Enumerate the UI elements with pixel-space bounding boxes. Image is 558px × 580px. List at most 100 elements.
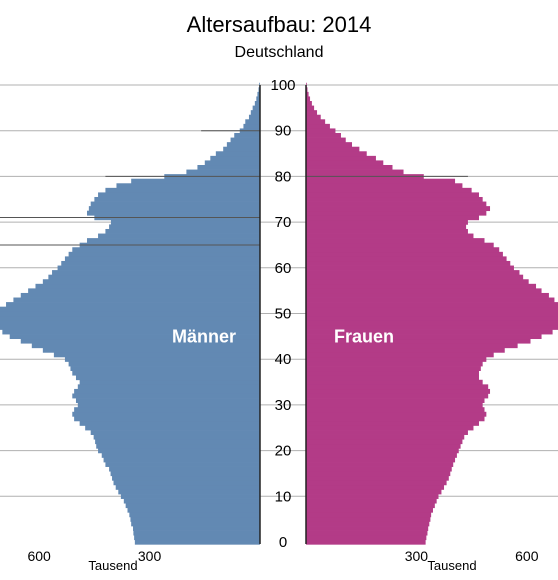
male-bar-age-21 — [96, 443, 261, 449]
female-bar-age-46 — [306, 329, 553, 335]
female-bar-age-17 — [306, 462, 454, 467]
female-bar-age-93 — [306, 114, 321, 120]
female-bar-age-63 — [306, 251, 503, 257]
female-bar-age-56 — [306, 283, 537, 289]
male-bar-age-85 — [215, 151, 260, 157]
male-bar-age-10 — [120, 494, 260, 499]
female-bar-age-43 — [306, 343, 518, 349]
male-bar-age-69 — [109, 224, 260, 230]
female-bar-age-96 — [306, 101, 312, 106]
male-bar-age-5 — [130, 516, 260, 522]
female-bar-age-61 — [306, 260, 511, 266]
female-bar-age-76 — [306, 192, 479, 198]
female-bar-age-1 — [306, 535, 427, 541]
male-bar-age-52 — [6, 302, 260, 308]
female-bar-age-86 — [306, 146, 360, 152]
male-bar-age-64 — [72, 247, 261, 253]
female-bar-age-49 — [306, 315, 558, 321]
female-bar-age-36 — [306, 375, 479, 381]
female-bar-age-9 — [306, 498, 437, 504]
female-bar-age-30 — [306, 402, 483, 408]
male-bar-age-24 — [90, 430, 260, 435]
female-bar-age-87 — [306, 142, 353, 148]
male-bar-age-75 — [94, 196, 260, 202]
female-bar-age-81 — [306, 169, 404, 175]
male-bar-age-82 — [197, 164, 260, 170]
male-bar-age-49 — [0, 315, 260, 321]
male-bar-age-50 — [0, 311, 260, 317]
male-bar-age-96 — [254, 101, 260, 106]
population-tick-labels: 600 300 300 600 — [27, 548, 538, 564]
male-bar-age-2 — [133, 530, 260, 536]
female-bar-age-71 — [306, 215, 479, 221]
male-bar-age-3 — [133, 526, 260, 531]
male-bar-age-27 — [74, 416, 260, 422]
female-bar-age-39 — [306, 361, 483, 367]
male-bar-age-23 — [93, 434, 260, 440]
male-bar-age-1 — [134, 535, 260, 541]
female-bar-age-98 — [306, 91, 309, 97]
male-bar-age-57 — [42, 279, 260, 285]
male-bar-age-81 — [186, 169, 260, 175]
female-bar-age-84 — [306, 155, 376, 161]
male-bar-age-93 — [248, 114, 260, 120]
male-bar-age-37 — [72, 370, 261, 376]
female-bar-age-67 — [306, 233, 474, 239]
female-bar-age-82 — [306, 164, 393, 170]
female-bar-age-12 — [306, 484, 445, 490]
female-bar-age-4 — [306, 521, 430, 527]
male-bar-age-4 — [131, 521, 260, 527]
outlier-lines — [0, 130, 468, 246]
male-bar-age-55 — [28, 288, 260, 294]
female-bar-age-68 — [306, 228, 468, 234]
female-xtick-300: 300 — [405, 548, 429, 564]
male-bar-age-34 — [77, 384, 260, 390]
female-bar-age-51 — [306, 306, 558, 312]
female-bar-age-35 — [306, 379, 483, 385]
female-bar-age-91 — [306, 123, 330, 129]
male-bar-age-60 — [57, 265, 260, 271]
male-bar-age-76 — [98, 192, 260, 198]
male-bar-age-77 — [105, 187, 261, 193]
male-bar-age-40 — [64, 356, 260, 362]
male-bar-age-53 — [13, 297, 261, 303]
male-bar-age-28 — [72, 411, 261, 417]
male-bar-age-31 — [75, 398, 260, 403]
female-bar-age-29 — [306, 407, 485, 413]
male-bar-age-35 — [79, 379, 261, 385]
male-bar-age-47 — [0, 324, 261, 330]
female-bars — [306, 82, 558, 545]
male-bar-age-42 — [42, 347, 260, 353]
female-bar-age-50 — [306, 311, 558, 317]
male-bar-age-41 — [53, 352, 261, 358]
female-bar-age-42 — [306, 347, 505, 353]
female-bar-age-58 — [306, 274, 524, 280]
age-tick-80: 80 — [275, 168, 292, 185]
female-bar-age-2 — [306, 530, 428, 536]
female-bar-age-0 — [306, 539, 426, 545]
age-tick-20: 20 — [275, 443, 292, 460]
male-bar-age-43 — [31, 343, 260, 349]
male-bar-age-30 — [77, 402, 260, 408]
male-bar-age-20 — [98, 448, 260, 454]
female-bar-age-95 — [306, 105, 315, 111]
female-bar-age-72 — [306, 210, 487, 216]
female-bar-age-20 — [306, 448, 459, 454]
male-bar-age-86 — [223, 146, 260, 152]
male-unit-label: Tausend — [88, 558, 137, 573]
female-bar-age-75 — [306, 196, 483, 202]
female-bar-age-7 — [306, 507, 433, 513]
male-bar-age-98 — [257, 91, 260, 97]
female-bar-age-32 — [306, 393, 489, 399]
female-bar-age-18 — [306, 457, 456, 463]
chart-title: Altersaufbau: 2014 — [186, 12, 372, 37]
female-bar-age-33 — [306, 388, 491, 394]
male-bar-age-7 — [127, 507, 260, 513]
female-bar-age-74 — [306, 201, 487, 207]
female-bar-age-70 — [306, 219, 468, 225]
female-bar-age-13 — [306, 480, 447, 486]
age-tick-10: 10 — [275, 488, 292, 505]
male-bar-age-59 — [52, 270, 260, 276]
female-bar-age-97 — [306, 96, 311, 102]
